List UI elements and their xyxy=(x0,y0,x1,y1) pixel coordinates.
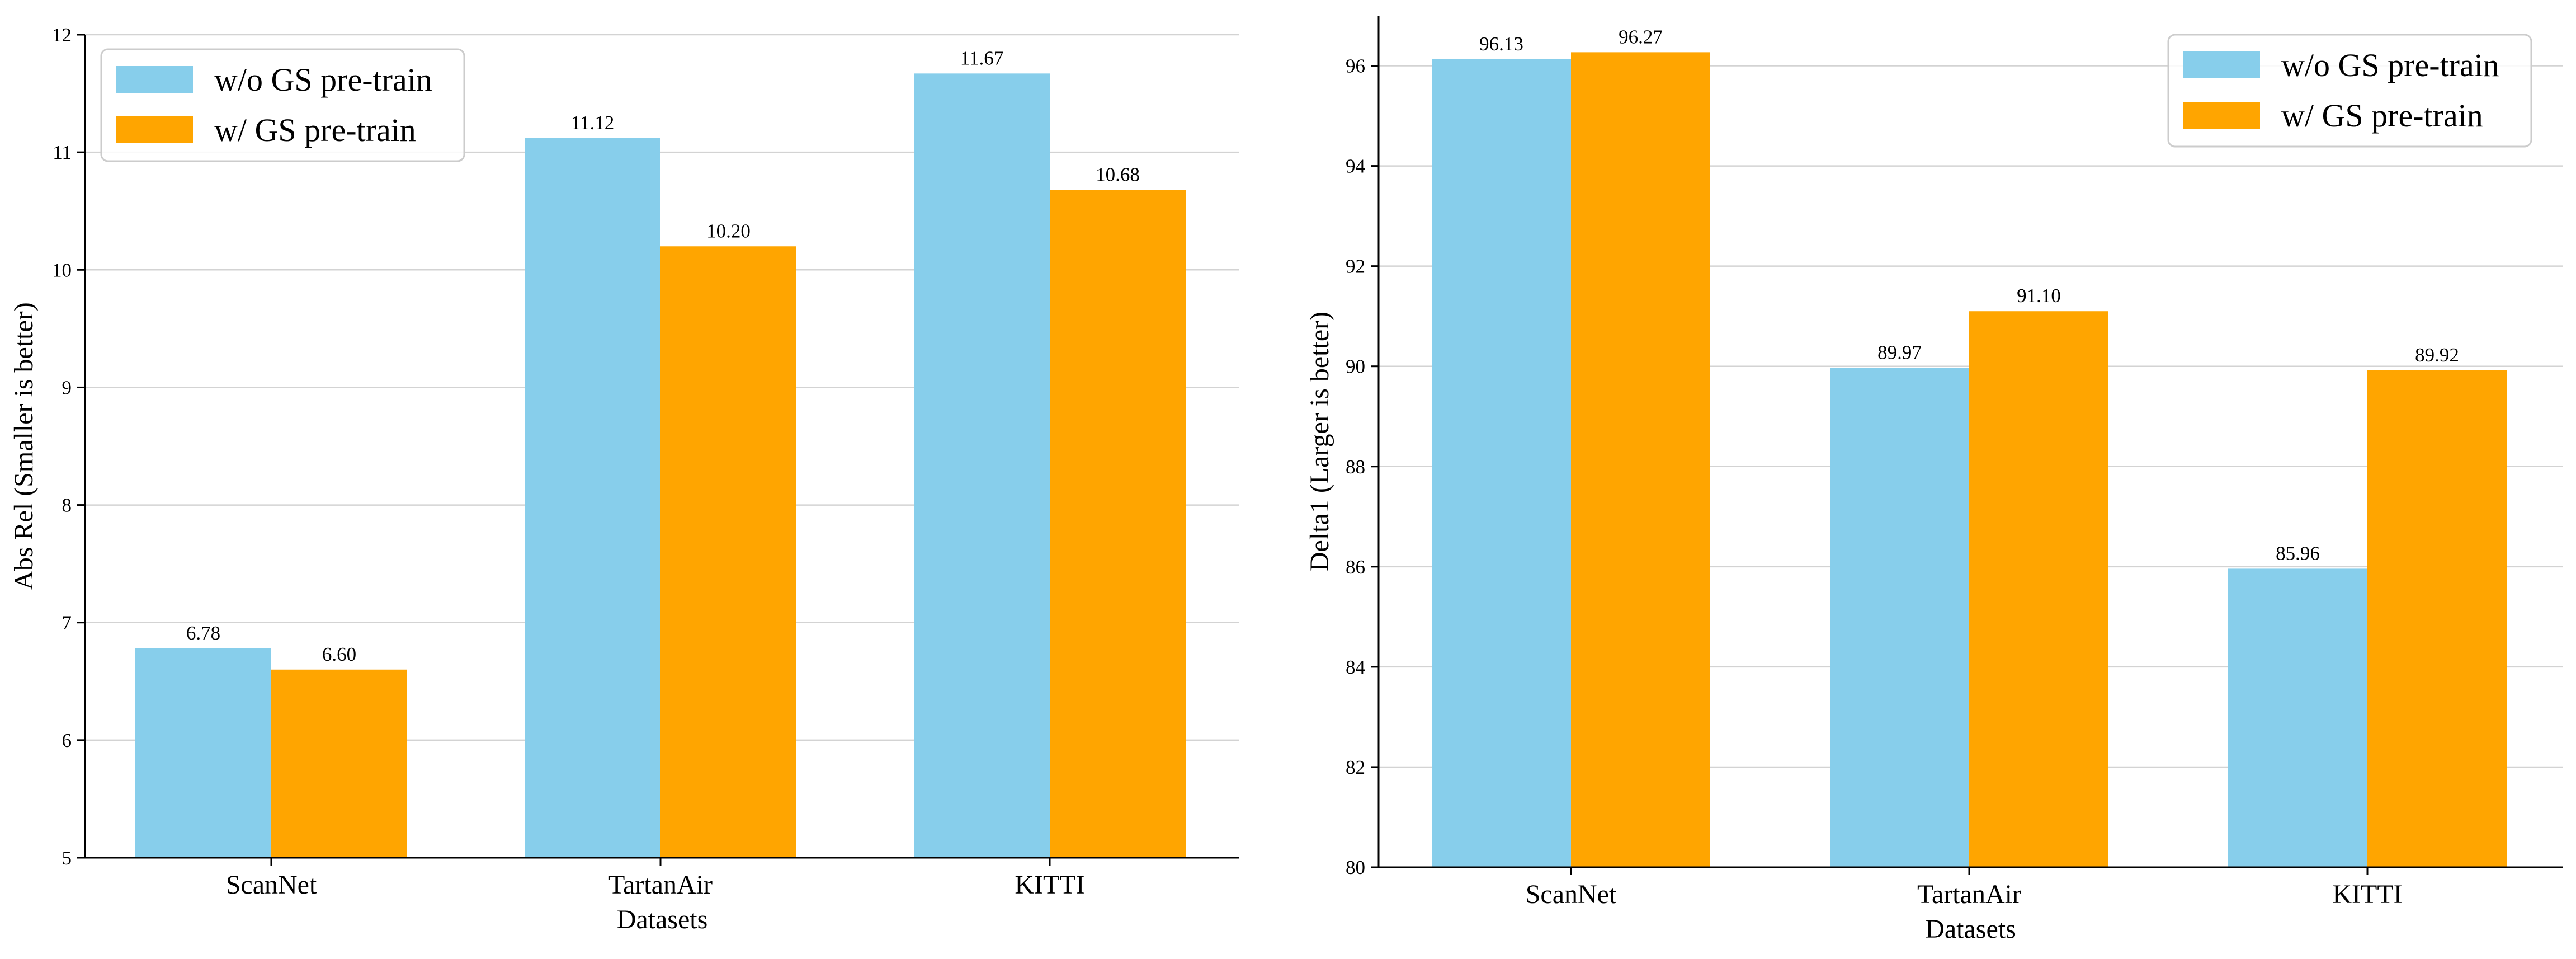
y-tick-label: 84 xyxy=(1346,656,1365,678)
y-tick-label: 86 xyxy=(1346,556,1365,578)
x-tick-label: TartanAir xyxy=(608,870,713,900)
bar xyxy=(1571,52,1710,868)
x-tick-label: ScanNet xyxy=(226,870,317,900)
x-tick-label: KITTI xyxy=(1015,870,1084,900)
y-tick-label: 10 xyxy=(52,259,72,281)
y-tick-label: 11 xyxy=(53,142,72,163)
y-tick-label: 7 xyxy=(62,612,72,634)
legend-label: w/o GS pre-train xyxy=(2281,47,2499,83)
bar-value-label: 91.10 xyxy=(2017,285,2061,307)
legend-swatch xyxy=(116,116,193,143)
bar-value-label: 96.13 xyxy=(1479,33,1523,55)
y-tick-label: 9 xyxy=(62,377,72,398)
bar-value-label: 96.27 xyxy=(1619,26,1663,48)
bar xyxy=(525,138,660,858)
x-axis-title: Datasets xyxy=(617,905,708,934)
y-tick-label: 92 xyxy=(1346,256,1365,278)
y-tick-label: 5 xyxy=(62,847,72,869)
bar xyxy=(1830,368,1969,867)
bar xyxy=(1969,311,2108,867)
x-axis-title: Datasets xyxy=(1925,914,2016,944)
legend-swatch xyxy=(2183,51,2260,78)
legend-label: w/ GS pre-train xyxy=(2281,97,2483,134)
y-tick-label: 88 xyxy=(1346,456,1365,478)
abs-rel-chart: 5 6 7 8 9 10 11 12 6.78 11.12 11.67 6.60 10.20 10.68 S… xyxy=(9,24,1239,934)
legend-swatch xyxy=(116,66,193,93)
delta1-chart: 80 82 84 86 88 90 92 94 96 96.13 89.97 85.96 96.27 91… xyxy=(1305,16,2563,944)
bar-value-label: 11.12 xyxy=(571,112,614,134)
y-tick-label: 90 xyxy=(1346,356,1365,378)
y-tick-label: 80 xyxy=(1346,857,1365,878)
bar-value-label: 85.96 xyxy=(2276,542,2320,564)
bar-value-label: 89.97 xyxy=(1877,341,1922,363)
bar xyxy=(1050,190,1186,858)
y-tick-label: 12 xyxy=(52,24,72,46)
bar-value-label: 89.92 xyxy=(2415,344,2459,366)
y-tick-label: 8 xyxy=(62,495,72,516)
bar-value-label: 10.20 xyxy=(706,220,751,242)
bar xyxy=(914,73,1050,858)
legend-swatch xyxy=(2183,102,2260,129)
y-tick-label: 6 xyxy=(62,730,72,751)
bar xyxy=(2367,370,2507,867)
bar xyxy=(135,648,271,858)
y-axis-title: Abs Rel (Smaller is better) xyxy=(9,302,39,590)
bar xyxy=(2228,568,2367,867)
legend-label: w/o GS pre-train xyxy=(214,62,432,98)
y-axis-title: Delta1 (Larger is better) xyxy=(1305,312,1334,571)
x-tick-label: TartanAir xyxy=(1917,880,2021,909)
bar xyxy=(271,669,407,858)
bar-value-label: 10.68 xyxy=(1096,163,1140,185)
y-tick-label: 82 xyxy=(1346,756,1365,778)
y-tick-label: 94 xyxy=(1346,156,1365,177)
bar-value-label: 6.60 xyxy=(322,643,356,665)
x-tick-label: KITTI xyxy=(2332,880,2402,909)
bar-value-label: 6.78 xyxy=(186,622,220,644)
bar-value-label: 11.67 xyxy=(960,47,1003,69)
bar xyxy=(660,246,796,858)
x-tick-label: ScanNet xyxy=(1526,880,1617,909)
bar xyxy=(1432,59,1571,867)
y-tick-label: 96 xyxy=(1346,55,1365,77)
legend-label: w/ GS pre-train xyxy=(214,112,416,148)
